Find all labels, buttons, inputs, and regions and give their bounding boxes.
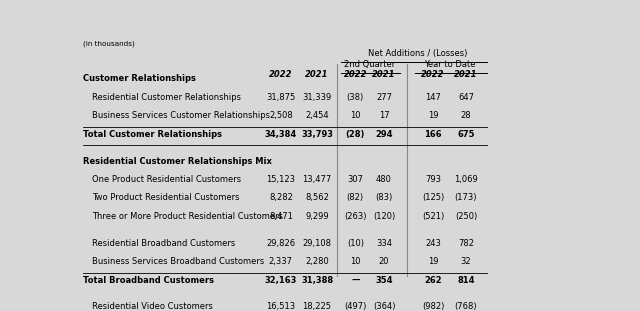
Text: 32: 32 <box>461 257 471 266</box>
Text: 34,384: 34,384 <box>265 130 297 139</box>
Text: 2,454: 2,454 <box>305 111 329 120</box>
Text: Business Services Broadband Customers: Business Services Broadband Customers <box>92 257 264 266</box>
Text: 13,477: 13,477 <box>303 175 332 184</box>
Text: 2022: 2022 <box>421 70 445 79</box>
Text: 334: 334 <box>376 239 392 248</box>
Text: Residential Customer Relationships Mix: Residential Customer Relationships Mix <box>83 156 272 165</box>
Text: (250): (250) <box>455 212 477 221</box>
Text: (521): (521) <box>422 212 444 221</box>
Text: 782: 782 <box>458 239 474 248</box>
Text: —: — <box>351 276 360 285</box>
Text: 19: 19 <box>428 257 438 266</box>
Text: (173): (173) <box>454 193 477 202</box>
Text: (in thousands): (in thousands) <box>83 41 135 47</box>
Text: (28): (28) <box>346 130 365 139</box>
Text: 262: 262 <box>424 276 442 285</box>
Text: 2021: 2021 <box>305 70 329 79</box>
Text: 8,471: 8,471 <box>269 212 293 221</box>
Text: (497): (497) <box>344 302 367 311</box>
Text: (982): (982) <box>422 302 444 311</box>
Text: 16,513: 16,513 <box>266 302 296 311</box>
Text: 294: 294 <box>375 130 393 139</box>
Text: Three or More Product Residential Customers: Three or More Product Residential Custom… <box>92 212 283 221</box>
Text: 243: 243 <box>425 239 441 248</box>
Text: 675: 675 <box>457 130 475 139</box>
Text: 33,793: 33,793 <box>301 130 333 139</box>
Text: 2nd Quarter: 2nd Quarter <box>344 60 396 69</box>
Text: 18,225: 18,225 <box>303 302 332 311</box>
Text: Business Services Customer Relationships: Business Services Customer Relationships <box>92 111 270 120</box>
Text: 10: 10 <box>350 111 360 120</box>
Text: Residential Video Customers: Residential Video Customers <box>92 302 212 311</box>
Text: One Product Residential Customers: One Product Residential Customers <box>92 175 241 184</box>
Text: (82): (82) <box>347 193 364 202</box>
Text: 307: 307 <box>348 175 364 184</box>
Text: 31,875: 31,875 <box>266 93 296 102</box>
Text: 354: 354 <box>375 276 393 285</box>
Text: 8,282: 8,282 <box>269 193 293 202</box>
Text: 8,562: 8,562 <box>305 193 329 202</box>
Text: 32,163: 32,163 <box>265 276 297 285</box>
Text: 31,339: 31,339 <box>303 93 332 102</box>
Text: 480: 480 <box>376 175 392 184</box>
Text: Residential Broadband Customers: Residential Broadband Customers <box>92 239 235 248</box>
Text: 2022: 2022 <box>269 70 292 79</box>
Text: 29,108: 29,108 <box>303 239 332 248</box>
Text: Customer Relationships: Customer Relationships <box>83 74 196 83</box>
Text: (120): (120) <box>373 212 395 221</box>
Text: (10): (10) <box>347 239 364 248</box>
Text: (83): (83) <box>376 193 393 202</box>
Text: 2021: 2021 <box>372 70 396 79</box>
Text: 2,280: 2,280 <box>305 257 329 266</box>
Text: 15,123: 15,123 <box>266 175 296 184</box>
Text: (364): (364) <box>372 302 396 311</box>
Text: 10: 10 <box>350 257 360 266</box>
Text: 647: 647 <box>458 93 474 102</box>
Text: (768): (768) <box>454 302 477 311</box>
Text: 147: 147 <box>425 93 441 102</box>
Text: Total Customer Relationships: Total Customer Relationships <box>83 130 222 139</box>
Text: 20: 20 <box>379 257 389 266</box>
Text: 2022: 2022 <box>344 70 367 79</box>
Text: 28: 28 <box>461 111 471 120</box>
Text: 9,299: 9,299 <box>305 212 329 221</box>
Text: Residential Customer Relationships: Residential Customer Relationships <box>92 93 241 102</box>
Text: 1,069: 1,069 <box>454 175 478 184</box>
Text: 19: 19 <box>428 111 438 120</box>
Text: Year to Date: Year to Date <box>424 60 476 69</box>
Text: 2,508: 2,508 <box>269 111 292 120</box>
Text: 166: 166 <box>424 130 442 139</box>
Text: 31,388: 31,388 <box>301 276 333 285</box>
Text: 814: 814 <box>457 276 475 285</box>
Text: 17: 17 <box>379 111 389 120</box>
Text: 2021: 2021 <box>454 70 477 79</box>
Text: Two Product Residential Customers: Two Product Residential Customers <box>92 193 239 202</box>
Text: (263): (263) <box>344 212 367 221</box>
Text: 29,826: 29,826 <box>266 239 296 248</box>
Text: 277: 277 <box>376 93 392 102</box>
Text: Net Additions / (Losses): Net Additions / (Losses) <box>367 49 467 58</box>
Text: (38): (38) <box>347 93 364 102</box>
Text: Total Broadband Customers: Total Broadband Customers <box>83 276 214 285</box>
Text: 2,337: 2,337 <box>269 257 293 266</box>
Text: (125): (125) <box>422 193 444 202</box>
Text: 793: 793 <box>425 175 441 184</box>
